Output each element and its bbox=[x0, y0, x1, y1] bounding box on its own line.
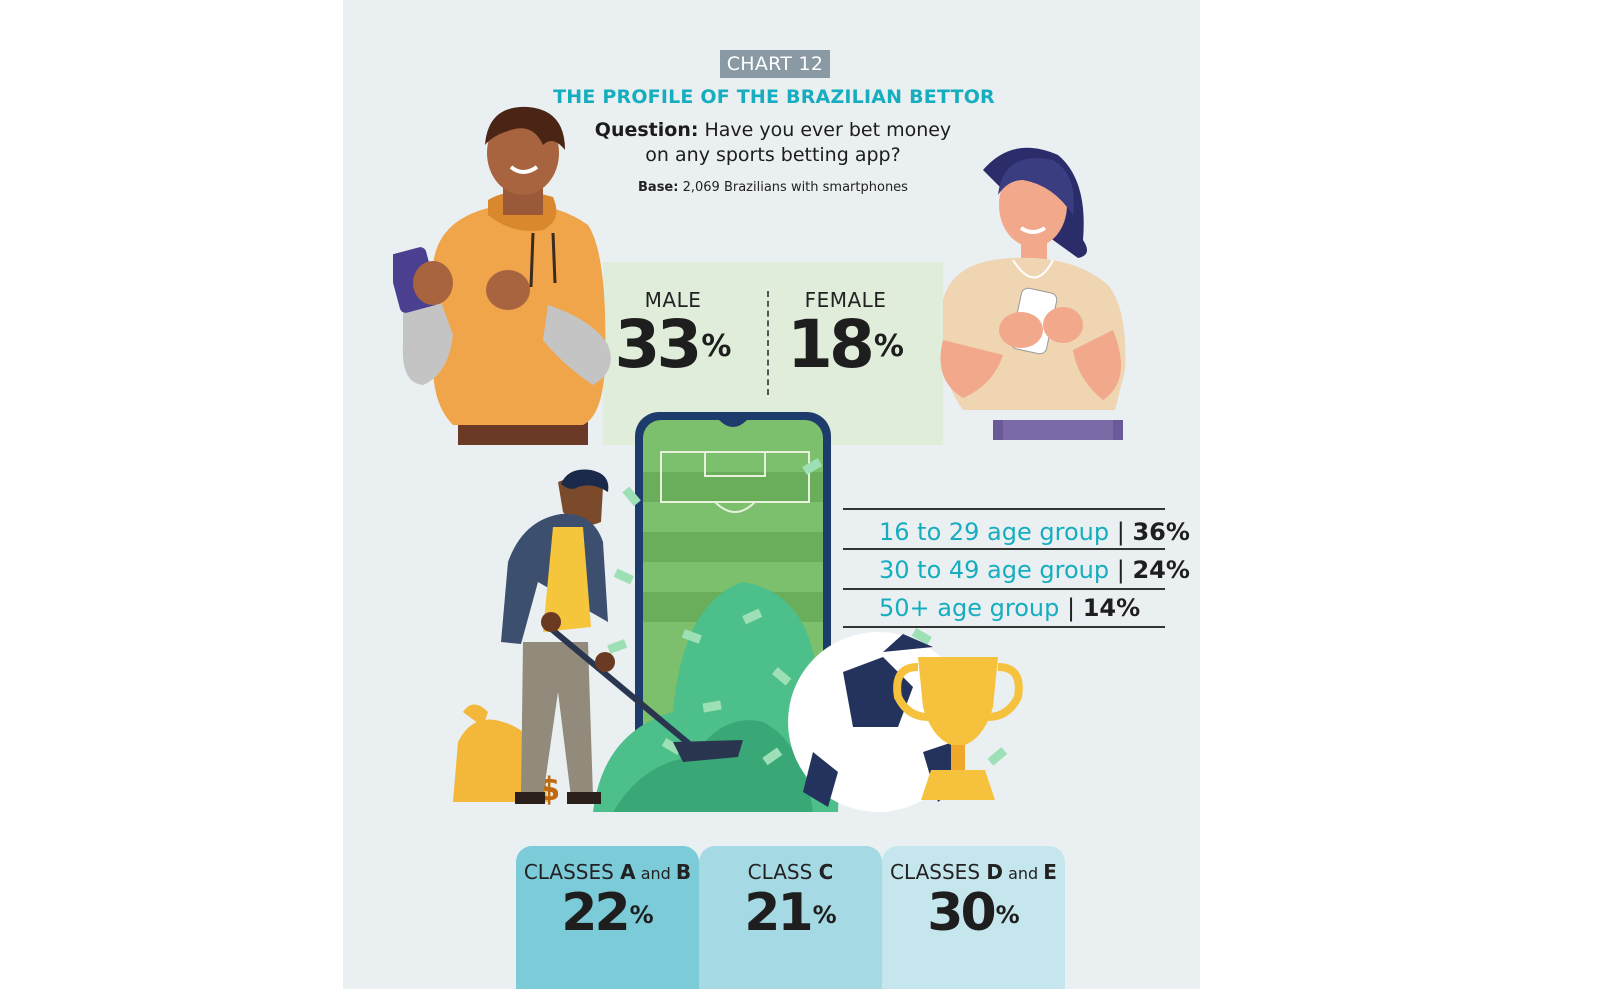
age-rule-3 bbox=[843, 588, 1165, 590]
age-group-value: 36% bbox=[1132, 518, 1190, 546]
class-letter: A bbox=[620, 860, 636, 884]
age-group-row: 30 to 49 age group | 24% bbox=[879, 556, 1190, 584]
class-unit: % bbox=[629, 901, 654, 929]
smartphone-football-field-icon: $ bbox=[453, 412, 1023, 812]
age-group-label: 50+ age group bbox=[879, 594, 1060, 622]
class-number: 22 bbox=[561, 883, 630, 943]
age-group-value: 24% bbox=[1132, 556, 1190, 584]
class-letter: D bbox=[986, 860, 1003, 884]
age-rule-4 bbox=[843, 626, 1165, 628]
age-group-row: 16 to 29 age group | 36% bbox=[879, 518, 1190, 546]
base-label: Base: bbox=[638, 180, 679, 195]
class-letter: E bbox=[1043, 860, 1057, 884]
gender-male-number: 33 bbox=[614, 306, 703, 383]
class-letter: C bbox=[818, 860, 834, 884]
class-and: and bbox=[635, 864, 676, 883]
class-label: CLASSES D and E bbox=[882, 860, 1065, 884]
age-group-separator: | bbox=[1066, 594, 1076, 622]
class-prefix: CLASSES bbox=[890, 860, 987, 884]
class-number: 30 bbox=[927, 883, 996, 943]
question-text: Question: Have you ever bet money on any… bbox=[543, 118, 1003, 168]
question-line-2: on any sports betting app? bbox=[645, 144, 901, 166]
gender-male-value: 33% bbox=[598, 312, 748, 378]
class-value: 30% bbox=[882, 884, 1065, 942]
age-group-value: 14% bbox=[1082, 594, 1141, 622]
gender-divider bbox=[767, 291, 769, 395]
age-rule-1 bbox=[843, 508, 1165, 510]
class-box-a-b: CLASSES A and B 22% bbox=[516, 846, 699, 989]
class-number: 21 bbox=[744, 883, 813, 943]
chart-title: THE PROFILE OF THE BRAZILIAN BETTOR bbox=[553, 86, 995, 108]
class-box-d-e: CLASSES D and E 30% bbox=[882, 846, 1065, 989]
woman-with-phone-icon bbox=[940, 147, 1126, 440]
age-group-separator: | bbox=[1116, 556, 1125, 584]
question-line-1: Have you ever bet money bbox=[704, 119, 952, 141]
class-value: 22% bbox=[516, 884, 699, 942]
infographic-panel: CHART 12 THE PROFILE OF THE BRAZILIAN BE… bbox=[343, 0, 1200, 989]
gender-female-value: 18% bbox=[763, 312, 928, 378]
class-prefix: CLASSES bbox=[523, 860, 621, 884]
gender-male-unit: % bbox=[701, 329, 732, 364]
man-shoveling-money-icon bbox=[501, 469, 743, 804]
age-group-separator: | bbox=[1116, 518, 1125, 546]
base-text: 2,069 Brazilians with smartphones bbox=[682, 180, 908, 195]
gender-male-label: MALE bbox=[644, 288, 702, 312]
class-unit: % bbox=[995, 901, 1020, 929]
chart-tag: CHART 12 bbox=[720, 50, 830, 78]
gender-female-number: 18 bbox=[787, 306, 875, 383]
class-prefix: CLASS bbox=[747, 860, 819, 884]
class-value: 21% bbox=[699, 884, 882, 942]
man-with-phone-icon bbox=[393, 106, 611, 445]
class-and: and bbox=[1002, 864, 1044, 883]
age-group-row: 50+ age group | 14% bbox=[879, 594, 1140, 622]
age-group-label: 16 to 29 age group bbox=[879, 518, 1110, 546]
class-letter: B bbox=[675, 860, 692, 884]
age-group-label: 30 to 49 age group bbox=[879, 556, 1110, 584]
trophy-icon bbox=[893, 657, 1023, 800]
gender-male: MALE 33% bbox=[598, 288, 748, 378]
base-note: Base: 2,069 Brazilians with smartphones bbox=[543, 180, 1003, 195]
class-label: CLASS C bbox=[699, 860, 882, 884]
gender-female-unit: % bbox=[873, 329, 904, 364]
class-label: CLASSES A and B bbox=[516, 860, 699, 884]
gender-female-label: FEMALE bbox=[804, 288, 887, 312]
question-label: Question: bbox=[594, 119, 699, 141]
class-box-c: CLASS C 21% bbox=[699, 846, 882, 989]
age-rule-2 bbox=[843, 548, 1165, 550]
gender-female: FEMALE 18% bbox=[763, 288, 928, 378]
class-unit: % bbox=[812, 901, 837, 929]
